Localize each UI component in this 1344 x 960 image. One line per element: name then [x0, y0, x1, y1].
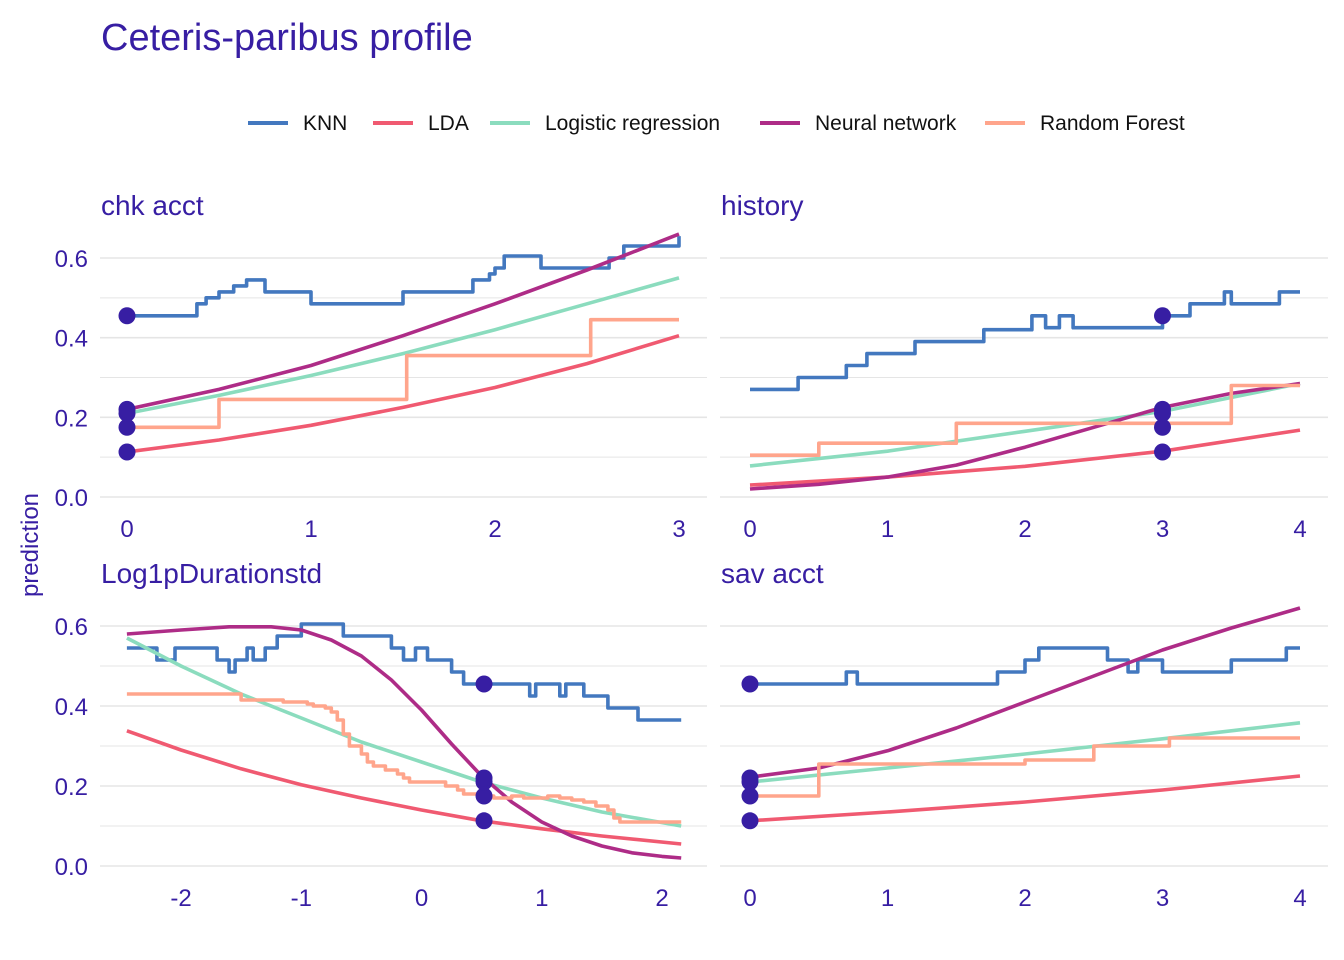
- panel-sav-acct: sav acct 0 1 2 3 4: [720, 558, 1328, 912]
- observation-point: [118, 400, 136, 418]
- series-line-neural-network: [749, 381, 1301, 491]
- x-tick-label: 0: [415, 885, 428, 912]
- y-tick-label: 0.2: [55, 405, 88, 432]
- series-line-neural-network: [126, 625, 682, 860]
- y-tick-label: 0.0: [55, 854, 88, 881]
- x-tick-label: 3: [1156, 885, 1169, 912]
- panels: chk acct 0.0 0.2 0.4 0.6 0 1 2 3 history 0 1 2 3 4 Log1…: [55, 190, 1328, 912]
- panel-title: history: [721, 190, 803, 221]
- observation-point: [475, 787, 493, 805]
- series-line-random-forest: [126, 692, 682, 824]
- series-line-lda: [749, 428, 1301, 487]
- legend-label: Logistic regression: [545, 112, 720, 135]
- x-tick-label: 4: [1293, 516, 1306, 543]
- x-tick-label: 1: [881, 516, 894, 543]
- chart-title: Ceteris-paribus profile: [101, 17, 473, 59]
- x-tick-label: 1: [304, 516, 317, 543]
- panel-history: history 0 1 2 3 4: [720, 190, 1328, 543]
- panel-log1pdurationstd: Log1pDurationstd 0.0 0.2 0.4 0.6 -2 -1 0 1 2: [55, 558, 707, 912]
- series-line-knn: [750, 646, 1300, 686]
- x-tick-label: 3: [672, 516, 685, 543]
- x-tick-label: 0: [743, 516, 756, 543]
- x-tick-label: 1: [535, 885, 548, 912]
- y-tick-label: 0.2: [55, 774, 88, 801]
- x-tick-label: 2: [1018, 885, 1031, 912]
- x-tick-label: 0: [743, 885, 756, 912]
- observation-point: [118, 443, 136, 461]
- observation-point: [1154, 307, 1171, 325]
- x-tick-label: 2: [1018, 516, 1031, 543]
- legend-item-random-forest: Random Forest: [985, 112, 1185, 135]
- panel-chk-acct: chk acct 0.0 0.2 0.4 0.6 0 1 2 3: [55, 190, 707, 543]
- observation-point: [475, 812, 493, 830]
- legend-label: Random Forest: [1040, 112, 1185, 135]
- y-axis-label: prediction: [17, 493, 44, 597]
- series-line-random-forest: [750, 736, 1300, 798]
- series-line-lda: [749, 774, 1301, 823]
- observation-point: [118, 418, 136, 436]
- observation-point: [1154, 418, 1171, 436]
- series-line-knn: [126, 622, 682, 722]
- legend-label: LDA: [428, 112, 469, 135]
- y-tick-label: 0.4: [55, 326, 88, 353]
- legend-item-neural-network: Neural network: [760, 112, 957, 135]
- y-tick-label: 0.4: [55, 694, 88, 721]
- series-line-random-forest: [750, 383, 1300, 457]
- y-tick-label: 0.0: [55, 485, 88, 512]
- panel-title: chk acct: [101, 190, 204, 221]
- x-tick-label: -2: [170, 885, 191, 912]
- x-tick-label: -1: [291, 885, 312, 912]
- observation-point: [741, 769, 759, 787]
- series-line-knn: [750, 290, 1300, 392]
- legend: KNN LDA Logistic regression Neural network R…: [248, 112, 1185, 135]
- series-line-logistic-regression: [126, 636, 682, 828]
- panel-title: Log1pDurationstd: [101, 558, 322, 589]
- observation-point: [475, 675, 493, 693]
- observation-point: [741, 675, 759, 693]
- x-tick-label: 0: [120, 516, 133, 543]
- series-line-lda: [126, 729, 682, 846]
- x-tick-label: 2: [488, 516, 501, 543]
- gridlines: [100, 257, 707, 498]
- observation-point: [741, 787, 759, 805]
- x-tick-label: 2: [655, 885, 668, 912]
- series-line-neural-network: [126, 232, 680, 412]
- series-line-random-forest: [127, 317, 679, 430]
- x-tick-label: 4: [1293, 885, 1306, 912]
- legend-item-knn: KNN: [248, 112, 347, 135]
- observation-point: [1154, 400, 1171, 418]
- x-tick-label: 1: [881, 885, 894, 912]
- y-tick-label: 0.6: [55, 614, 88, 641]
- observation-point: [475, 769, 493, 787]
- gridlines: [100, 625, 707, 867]
- observation-point: [118, 307, 136, 325]
- panel-title: sav acct: [721, 558, 824, 589]
- series-line-logistic-regression: [749, 721, 1301, 784]
- series-line-logistic-regression: [126, 276, 680, 416]
- y-tick-label: 0.6: [55, 246, 88, 273]
- series-line-logistic-regression: [749, 381, 1301, 468]
- legend-item-logistic-regression: Logistic regression: [490, 112, 720, 135]
- series-line-lda: [126, 333, 680, 454]
- series-line-knn: [127, 236, 681, 318]
- x-tick-label: 3: [1156, 516, 1169, 543]
- observation-point: [1154, 443, 1171, 461]
- observation-point: [741, 812, 759, 830]
- legend-item-lda: LDA: [373, 112, 469, 135]
- series-line-neural-network: [749, 606, 1301, 779]
- legend-label: KNN: [303, 112, 347, 135]
- gridlines: [720, 625, 1328, 867]
- legend-label: Neural network: [815, 112, 957, 135]
